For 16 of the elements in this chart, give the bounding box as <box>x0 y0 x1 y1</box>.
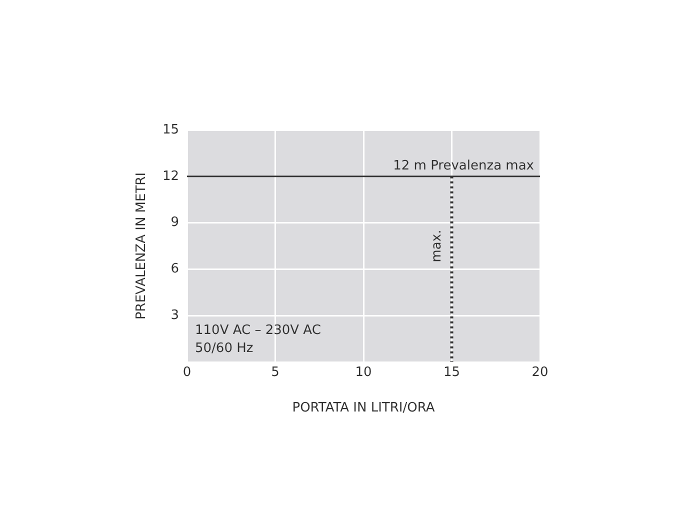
annotation: 110V AC – 230V AC <box>195 323 321 338</box>
x-tick-label: 10 <box>355 365 372 380</box>
y-tick-label: 9 <box>170 215 179 230</box>
x-tick-label: 20 <box>532 365 548 380</box>
x-axis-title: PORTATA IN LITRI/ORA <box>292 400 435 416</box>
y-tick-label: 3 <box>170 308 179 323</box>
ref-line-label: 12 m Prevalenza max <box>393 158 534 174</box>
x-tick-label: 5 <box>271 365 280 380</box>
x-tick-label: 0 <box>182 365 192 380</box>
y-axis-title: PREVALENZA IN METRI <box>134 172 150 320</box>
y-tick-label: 15 <box>162 122 179 138</box>
y-tick-label: 12 <box>162 168 179 184</box>
ref-line-label: max. <box>430 230 445 262</box>
y-tick-label: 6 <box>170 262 179 277</box>
x-tick-label: 15 <box>443 365 460 380</box>
annotation: 50/60 Hz <box>195 341 254 356</box>
